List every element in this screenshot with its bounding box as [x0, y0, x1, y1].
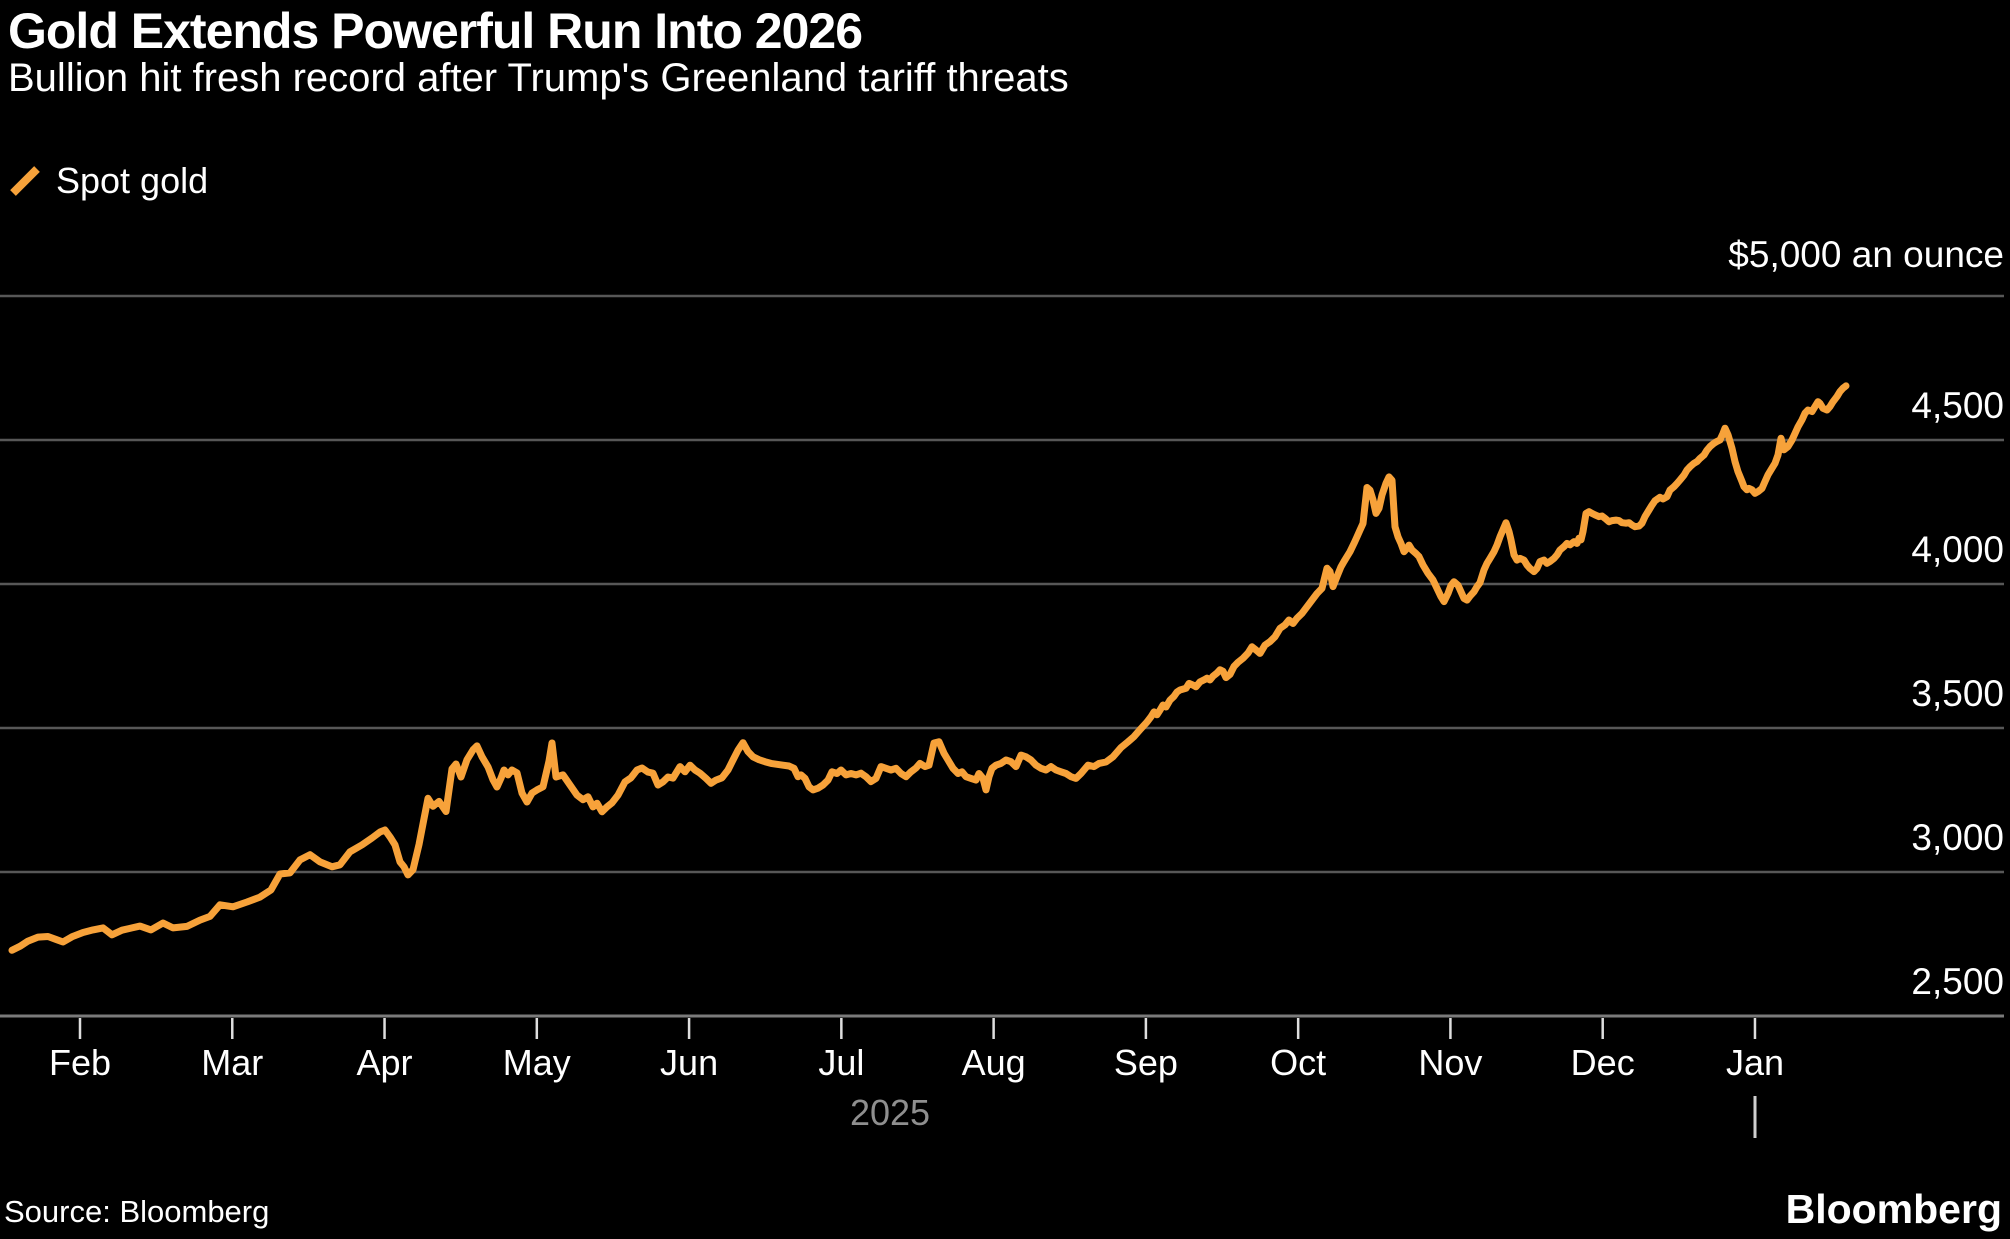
y-axis-label: 3,500	[1911, 673, 2004, 714]
series-spot-gold	[8, 382, 1850, 954]
x-axis-label: Aug	[961, 1042, 1026, 1083]
page-subtitle: Bullion hit fresh record after Trump's G…	[8, 56, 1069, 100]
x-axis-label: Oct	[1270, 1042, 1327, 1083]
legend: Spot gold	[8, 160, 208, 202]
y-axis-label: 3,000	[1911, 817, 2004, 858]
x-axis-label: Jun	[660, 1042, 719, 1083]
x-axis-label: Apr	[356, 1042, 413, 1083]
spot-gold-line	[8, 382, 1850, 954]
bloomberg-logo: Bloomberg	[1785, 1186, 2002, 1232]
legend-label: Spot gold	[56, 160, 209, 201]
y-axis-unit-label: $5,000 an ounce	[1728, 234, 2004, 275]
y-axis-label: 2,500	[1911, 961, 2004, 1002]
x-axis-label: May	[502, 1042, 571, 1083]
month-ticks	[78, 1018, 1757, 1039]
legend-slash-icon	[10, 166, 40, 196]
x-axis-label: Feb	[48, 1042, 112, 1083]
source-credit: Source: Bloomberg	[4, 1194, 270, 1229]
x-axis-label: Jan	[1725, 1042, 1784, 1083]
gridlines	[0, 294, 2004, 1018]
x-axis-label: Mar	[201, 1042, 264, 1083]
y-axis-label: 4,500	[1911, 385, 2004, 426]
x-axis-label: Dec	[1570, 1042, 1635, 1083]
x-axis-label: Nov	[1418, 1042, 1483, 1083]
x-axis-label: Sep	[1113, 1042, 1178, 1083]
x-axis-label: Jul	[818, 1042, 865, 1083]
x-axis-year-label: 2025	[849, 1092, 931, 1133]
page-title: Gold Extends Powerful Run Into 2026	[8, 3, 863, 59]
y-axis-label: 4,000	[1911, 529, 2004, 570]
